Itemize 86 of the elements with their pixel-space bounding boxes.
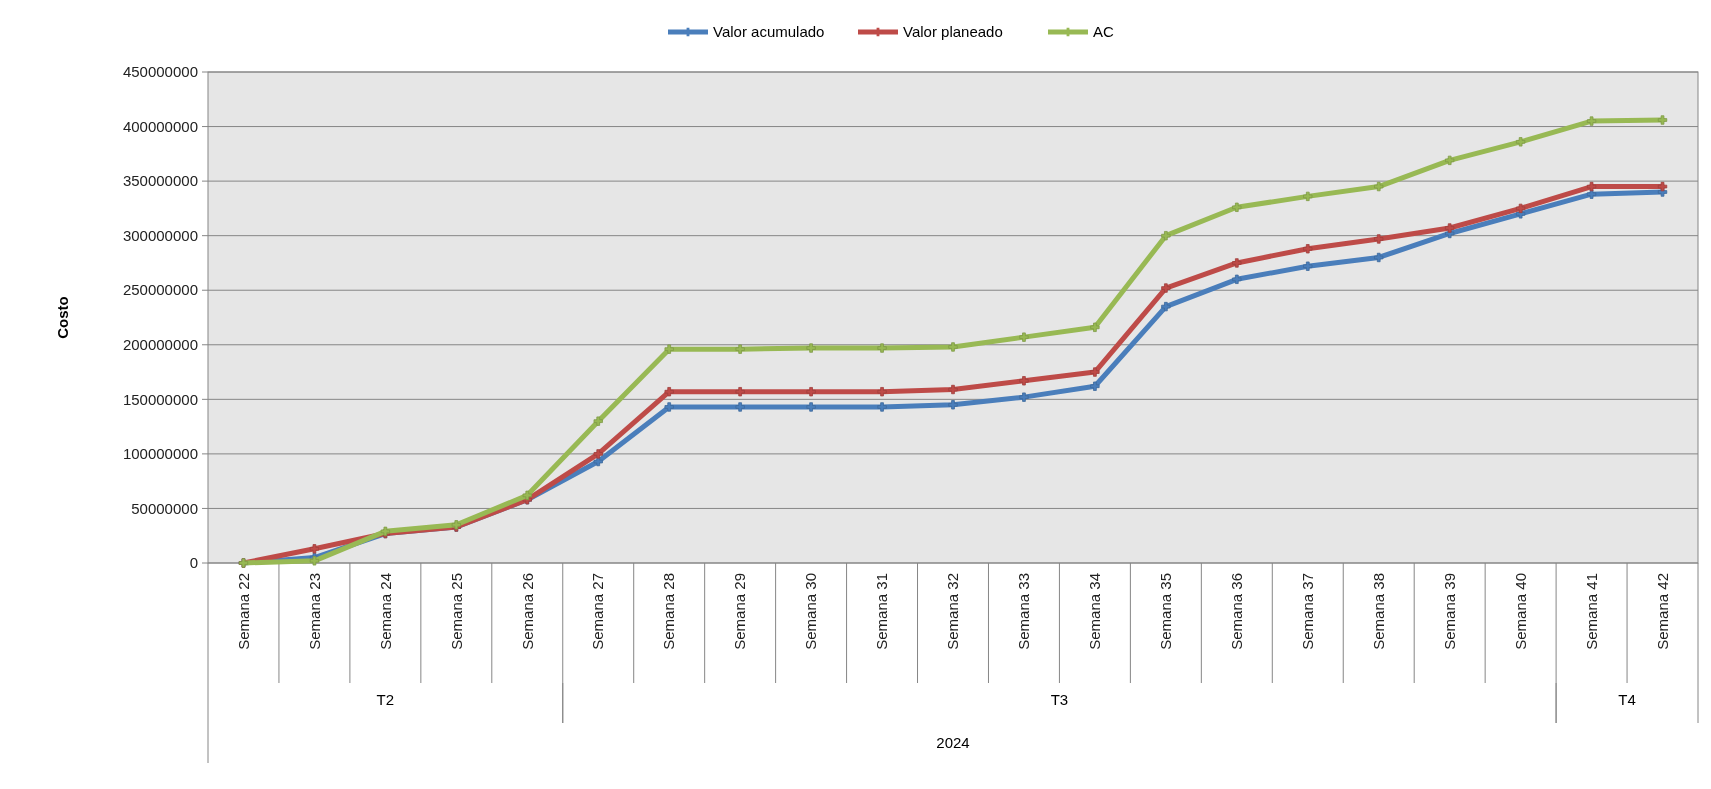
point — [1232, 258, 1242, 268]
x-tick-label: Semana 37 — [1299, 573, 1317, 650]
x-tick-label: Semana 31 — [873, 573, 891, 650]
point — [1374, 234, 1384, 244]
point — [1090, 381, 1100, 391]
point — [948, 384, 958, 395]
point — [806, 343, 816, 353]
point — [1586, 181, 1597, 192]
point — [1232, 274, 1242, 284]
point — [1303, 244, 1313, 254]
legend-label: Valor planeado — [903, 23, 1003, 41]
y-tick-label: 100000000 — [122, 445, 198, 463]
point — [309, 544, 320, 554]
x-tick-label: Semana 38 — [1369, 573, 1387, 650]
y-axis-title: Costo — [54, 296, 71, 339]
point — [1586, 116, 1597, 126]
text: T3 — [1050, 691, 1069, 708]
point — [1090, 367, 1100, 377]
x-tick-label: Semana 30 — [802, 573, 820, 650]
legend-label: AC — [1093, 23, 1114, 41]
point — [1090, 322, 1100, 332]
x-tick-label: Semana 39 — [1440, 573, 1458, 650]
point — [1374, 181, 1384, 192]
point — [1303, 261, 1313, 271]
point — [1161, 283, 1171, 293]
x-tick-label: Semana 42 — [1653, 573, 1671, 650]
y-tick-label: 200000000 — [122, 336, 198, 354]
point — [1586, 189, 1597, 199]
x-tick-label: Semana 23 — [305, 573, 323, 650]
y-tick-label: 350000000 — [122, 172, 198, 190]
x-tick-label: Semana 26 — [518, 573, 536, 650]
point — [1515, 203, 1526, 214]
point — [877, 387, 887, 397]
point — [593, 449, 603, 459]
text: 2024 — [936, 734, 970, 751]
point — [1515, 137, 1526, 147]
point — [664, 344, 674, 354]
text: T4 — [1618, 691, 1636, 708]
point — [735, 344, 745, 354]
point — [1019, 332, 1029, 342]
x-tick-label: Semana 27 — [589, 573, 607, 650]
y-tick-label: 450000000 — [122, 63, 198, 81]
y-tick-label: 150000000 — [122, 390, 198, 408]
x-tick-label: Semana 36 — [1228, 573, 1246, 650]
point — [1019, 376, 1029, 386]
point — [1445, 155, 1455, 166]
point — [877, 343, 887, 353]
point — [1657, 181, 1668, 192]
legend-label: Valor acumulado — [713, 23, 825, 41]
x-tick-label: Semana 24 — [376, 573, 394, 650]
x-tick-label: Semana 33 — [1015, 573, 1033, 650]
point — [522, 490, 532, 500]
y-tick-label: 300000000 — [122, 226, 198, 244]
point — [1657, 115, 1668, 125]
point — [593, 416, 603, 426]
x-tick-label: Semana 35 — [1157, 573, 1175, 650]
y-tick-label: 50000000 — [131, 499, 198, 517]
point — [664, 387, 674, 397]
text: T2 — [376, 691, 395, 708]
x-tick-label: Semana 28 — [660, 573, 678, 650]
x-tick-label: Semana 22 — [234, 573, 252, 650]
point — [1161, 301, 1171, 312]
x-tick-label: Semana 29 — [731, 573, 749, 650]
y-tick-label: 0 — [189, 554, 198, 572]
point — [735, 387, 745, 397]
x-tick-label: Semana 40 — [1511, 573, 1529, 650]
point — [1374, 252, 1384, 263]
point — [806, 402, 816, 412]
point — [806, 387, 816, 397]
x-tick-label: Semana 32 — [944, 573, 962, 650]
point — [948, 342, 958, 352]
point — [664, 402, 674, 412]
point — [948, 400, 958, 410]
point — [309, 556, 320, 566]
point — [1019, 392, 1029, 402]
y-tick-label: 250000000 — [122, 281, 198, 299]
point — [1445, 223, 1455, 233]
point — [1303, 191, 1313, 202]
x-tick-label: Semana 25 — [447, 573, 465, 650]
point — [1161, 231, 1171, 241]
point — [877, 402, 887, 412]
point — [1232, 202, 1242, 212]
x-tick-label: Semana 34 — [1086, 573, 1104, 650]
x-tick-label: Semana 41 — [1582, 573, 1600, 650]
point — [735, 402, 745, 412]
y-tick-label: 400000000 — [122, 117, 198, 135]
